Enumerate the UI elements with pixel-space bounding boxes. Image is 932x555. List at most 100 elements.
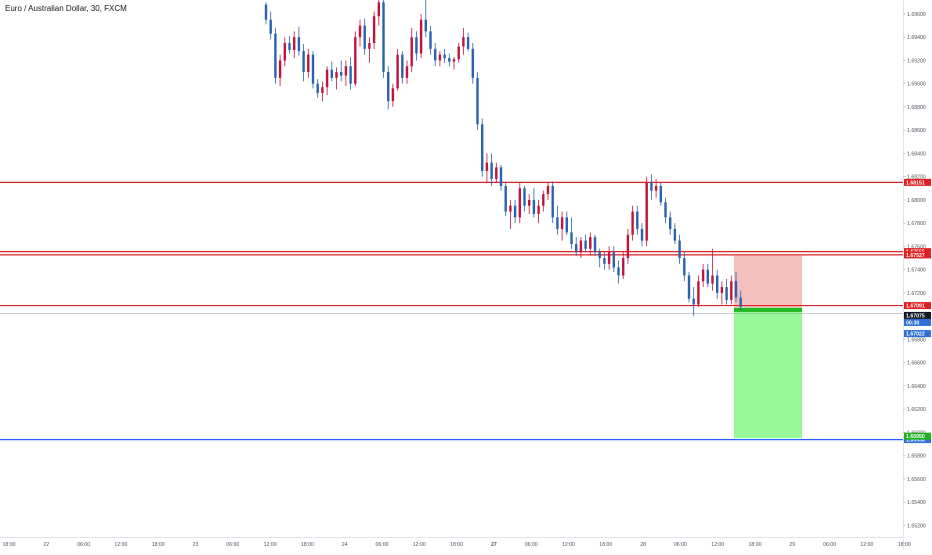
candle-body[interactable] (720, 287, 724, 293)
candle-body[interactable] (490, 162, 493, 179)
candle-body[interactable] (448, 58, 451, 62)
candle-body[interactable] (598, 252, 601, 259)
candle-body[interactable] (377, 2, 380, 17)
candle-body[interactable] (617, 267, 620, 276)
candle-body[interactable] (532, 199, 536, 214)
candle-body[interactable] (401, 54, 404, 78)
candle-body[interactable] (311, 54, 315, 84)
stop-loss-zone[interactable] (734, 255, 802, 308)
candle-body[interactable] (340, 72, 343, 76)
candle-body[interactable] (344, 66, 348, 76)
candle-body[interactable] (316, 83, 319, 93)
candle-body[interactable] (523, 188, 526, 206)
candle-body[interactable] (518, 188, 521, 218)
candle-body[interactable] (438, 54, 442, 61)
candle-body[interactable] (654, 185, 658, 191)
candle-body[interactable] (321, 87, 324, 93)
candle-body[interactable] (683, 258, 686, 276)
candle-body[interactable] (692, 298, 695, 305)
candle-body[interactable] (288, 43, 291, 50)
candle-body[interactable] (396, 54, 399, 89)
candle-body[interactable] (528, 199, 531, 206)
candle-body[interactable] (466, 37, 470, 49)
candle-body[interactable] (593, 237, 597, 253)
candle-body[interactable] (358, 25, 362, 38)
candle-body[interactable] (589, 237, 592, 249)
candle-body[interactable] (452, 59, 456, 62)
candle-body[interactable] (570, 232, 573, 245)
candle-body[interactable] (636, 211, 639, 229)
candle-body[interactable] (330, 69, 333, 78)
candle-body[interactable] (349, 66, 352, 84)
candle-body[interactable] (546, 185, 550, 195)
candle-body[interactable] (640, 228, 644, 241)
candle-body[interactable] (325, 69, 329, 88)
candle-body[interactable] (504, 185, 507, 212)
candle-body[interactable] (584, 240, 587, 249)
candle-body[interactable] (297, 37, 301, 52)
candle-body[interactable] (607, 252, 611, 264)
candle-body[interactable] (457, 46, 460, 60)
candle-body[interactable] (579, 240, 583, 253)
candle-body[interactable] (274, 33, 277, 78)
candle-body[interactable] (734, 281, 738, 298)
candle-body[interactable] (424, 19, 427, 32)
candle-body[interactable] (697, 281, 700, 305)
candle-body[interactable] (495, 167, 498, 179)
candle-body[interactable] (387, 72, 390, 102)
candle-body[interactable] (739, 297, 742, 307)
candle-body[interactable] (645, 182, 648, 241)
candle-body[interactable] (278, 60, 282, 78)
candle-body[interactable] (264, 4, 268, 20)
candle-body[interactable] (560, 217, 564, 229)
candle-body[interactable] (575, 244, 578, 253)
candle-body[interactable] (499, 167, 503, 186)
candle-body[interactable] (382, 2, 385, 73)
candle-body[interactable] (556, 217, 559, 229)
candle-body[interactable] (415, 37, 418, 54)
candle-body[interactable] (542, 194, 545, 206)
candle-body[interactable] (307, 54, 310, 73)
candle-body[interactable] (612, 252, 615, 268)
candle-body[interactable] (283, 43, 286, 61)
candle-body[interactable] (302, 51, 305, 73)
candle-body[interactable] (485, 162, 489, 171)
candle-body[interactable] (626, 234, 630, 259)
candle-body[interactable] (603, 258, 606, 264)
candle-body[interactable] (429, 31, 432, 49)
candle-body[interactable] (711, 275, 714, 284)
candle-body[interactable] (410, 37, 413, 67)
candle-body[interactable] (391, 88, 395, 102)
candle-body[interactable] (669, 217, 672, 229)
candle-body[interactable] (706, 269, 709, 284)
candle-body[interactable] (434, 48, 437, 61)
candle-body[interactable] (443, 54, 446, 59)
candle-body[interactable] (730, 281, 733, 300)
price-axis[interactable] (903, 0, 932, 550)
candle-body[interactable] (363, 25, 366, 49)
candle-body[interactable] (269, 19, 272, 34)
candle-body[interactable] (368, 43, 371, 49)
candle-body[interactable] (354, 37, 357, 84)
candle-body[interactable] (462, 37, 465, 47)
candle-body[interactable] (293, 37, 296, 50)
candle-body[interactable] (725, 287, 728, 300)
candle-body[interactable] (673, 228, 677, 241)
candle-body[interactable] (405, 66, 409, 78)
take-profit-zone[interactable] (734, 307, 802, 439)
candle-body[interactable] (565, 217, 568, 233)
candle-body[interactable] (664, 202, 667, 218)
candle-body[interactable] (513, 205, 517, 218)
candle-body[interactable] (701, 269, 705, 282)
candle-body[interactable] (509, 205, 512, 212)
candle-body[interactable] (622, 258, 625, 276)
candle-body[interactable] (687, 275, 691, 299)
candle-body[interactable] (716, 275, 719, 293)
time-axis[interactable] (0, 537, 903, 550)
candle-body[interactable] (372, 16, 376, 44)
candle-body[interactable] (419, 19, 423, 54)
candle-body[interactable] (476, 77, 479, 125)
candle-body[interactable] (678, 240, 681, 259)
